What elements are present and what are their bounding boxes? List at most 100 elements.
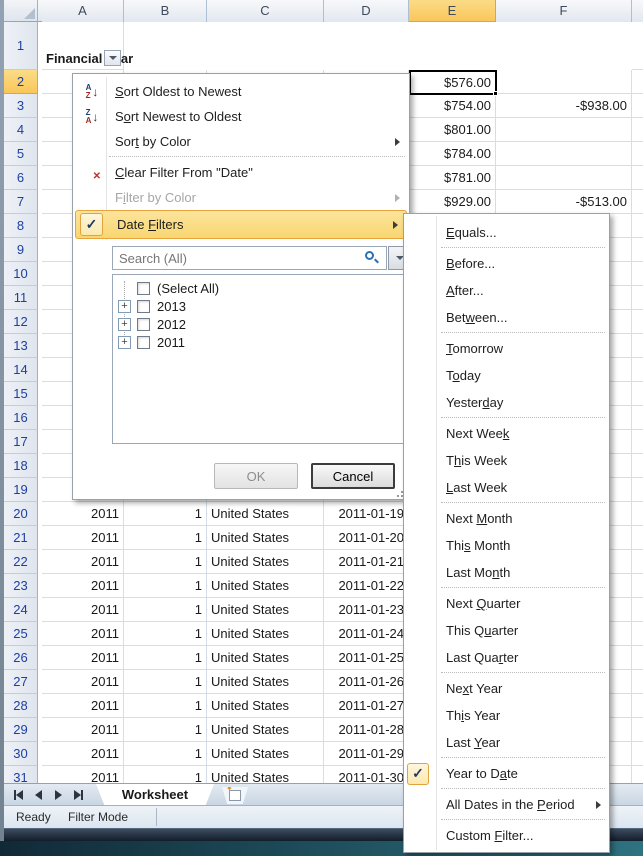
cell-B31[interactable]: 1 bbox=[124, 766, 207, 783]
submenu-item-yesterday[interactable]: Yesterday bbox=[404, 389, 609, 416]
row-header-21[interactable]: 21 bbox=[4, 526, 38, 550]
cell-G29[interactable] bbox=[632, 718, 643, 742]
submenu-item-last-month[interactable]: Last Month bbox=[404, 559, 609, 586]
filter-button-financial-year[interactable] bbox=[104, 50, 121, 66]
menu-item-clear-filter-from-date[interactable]: ✕ Clear Filter From "Date" bbox=[74, 160, 408, 185]
column-header-B[interactable]: B bbox=[124, 0, 207, 22]
submenu-item-this-month[interactable]: This Month bbox=[404, 532, 609, 559]
row-header-10[interactable]: 10 bbox=[4, 262, 38, 286]
checkbox-select-all[interactable] bbox=[137, 281, 150, 295]
row-header-4[interactable]: 4 bbox=[4, 118, 38, 142]
column-header-A[interactable]: A bbox=[42, 0, 124, 22]
row-header-3[interactable]: 3 bbox=[4, 94, 38, 118]
cell-D31[interactable]: 2011-01-30 bbox=[324, 766, 409, 783]
cell-A29[interactable]: 2011 bbox=[42, 718, 124, 742]
header-cell-financial-year[interactable]: Financial Year bbox=[42, 22, 133, 70]
row-header-12[interactable]: 12 bbox=[4, 310, 38, 334]
cell-B22[interactable]: 1 bbox=[124, 550, 207, 574]
cell-C28[interactable]: United States bbox=[207, 694, 324, 718]
cell-A21[interactable]: 2011 bbox=[42, 526, 124, 550]
cell-G4[interactable] bbox=[632, 118, 643, 142]
cell-C29[interactable]: United States bbox=[207, 718, 324, 742]
ok-button[interactable]: OK bbox=[214, 463, 298, 489]
submenu-item-next-year[interactable]: Next Year bbox=[404, 675, 609, 702]
submenu-item-next-week[interactable]: Next Week bbox=[404, 420, 609, 447]
cell-B25[interactable]: 1 bbox=[124, 622, 207, 646]
cell-G24[interactable] bbox=[632, 598, 643, 622]
cell-E7[interactable]: $929.00 bbox=[409, 190, 496, 214]
submenu-item-equals[interactable]: Equals... bbox=[404, 219, 609, 246]
cell-B30[interactable]: 1 bbox=[124, 742, 207, 766]
row-header-15[interactable]: 15 bbox=[4, 382, 38, 406]
cell-F6[interactable] bbox=[496, 166, 632, 190]
row-header-30[interactable]: 30 bbox=[4, 742, 38, 766]
row-header-13[interactable]: 13 bbox=[4, 334, 38, 358]
cell-G8[interactable] bbox=[632, 214, 643, 238]
expand-2012[interactable]: + bbox=[118, 317, 131, 331]
submenu-item-last-year[interactable]: Last Year bbox=[404, 729, 609, 756]
cell-F3[interactable]: -$938.00 bbox=[496, 94, 632, 118]
cell-C31[interactable]: United States bbox=[207, 766, 324, 783]
row-header-8[interactable]: 8 bbox=[4, 214, 38, 238]
cell-C23[interactable]: United States bbox=[207, 574, 324, 598]
cell-A23[interactable]: 2011 bbox=[42, 574, 124, 598]
cell-C25[interactable]: United States bbox=[207, 622, 324, 646]
row-header-29[interactable]: 29 bbox=[4, 718, 38, 742]
cell-B27[interactable]: 1 bbox=[124, 670, 207, 694]
cell-A22[interactable]: 2011 bbox=[42, 550, 124, 574]
select-all-corner[interactable] bbox=[4, 0, 38, 22]
submenu-item-next-month[interactable]: Next Month bbox=[404, 505, 609, 532]
cell-C24[interactable]: United States bbox=[207, 598, 324, 622]
submenu-item-year-to-date[interactable]: ✓ Year to Date bbox=[404, 760, 609, 787]
tab-nav-prev[interactable] bbox=[30, 787, 46, 803]
cell-G25[interactable] bbox=[632, 622, 643, 646]
cell-D20[interactable]: 2011-01-19 bbox=[324, 502, 409, 526]
row-header-26[interactable]: 26 bbox=[4, 646, 38, 670]
tree-item-select-all[interactable]: (Select All) bbox=[113, 279, 408, 297]
cell-G28[interactable] bbox=[632, 694, 643, 718]
row-header-22[interactable]: 22 bbox=[4, 550, 38, 574]
cancel-button[interactable]: Cancel bbox=[311, 463, 395, 489]
row-header-23[interactable]: 23 bbox=[4, 574, 38, 598]
row-header-9[interactable]: 9 bbox=[4, 238, 38, 262]
cell-A31[interactable]: 2011 bbox=[42, 766, 124, 783]
row-header-2[interactable]: 2 bbox=[4, 70, 38, 94]
menu-item-sort-oldest-to-newest[interactable]: A Z ↓ Sort Oldest to Newest bbox=[74, 79, 408, 104]
checkbox-2012[interactable] bbox=[137, 317, 150, 331]
expand-2013[interactable]: + bbox=[118, 299, 131, 313]
submenu-item-custom-filter[interactable]: Custom Filter... bbox=[404, 822, 609, 849]
column-header-E[interactable]: E bbox=[409, 0, 496, 22]
row-header-18[interactable]: 18 bbox=[4, 454, 38, 478]
row-header-17[interactable]: 17 bbox=[4, 430, 38, 454]
cell-B23[interactable]: 1 bbox=[124, 574, 207, 598]
cell-G10[interactable] bbox=[632, 262, 643, 286]
cell-D21[interactable]: 2011-01-20 bbox=[324, 526, 409, 550]
cell-G11[interactable] bbox=[632, 286, 643, 310]
cell-B24[interactable]: 1 bbox=[124, 598, 207, 622]
menu-item-date-filters[interactable]: ✓ Date Filters bbox=[75, 210, 407, 239]
tree-item-2011[interactable]: +2011 bbox=[113, 333, 408, 351]
cell-E3[interactable]: $754.00 bbox=[409, 94, 496, 118]
cell-C27[interactable]: United States bbox=[207, 670, 324, 694]
cell-D29[interactable]: 2011-01-28 bbox=[324, 718, 409, 742]
cell-G18[interactable] bbox=[632, 454, 643, 478]
cell-A30[interactable]: 2011 bbox=[42, 742, 124, 766]
cell-B28[interactable]: 1 bbox=[124, 694, 207, 718]
menu-item-sort-by-color[interactable]: Sort by Color bbox=[74, 129, 408, 154]
cell-D25[interactable]: 2011-01-24 bbox=[324, 622, 409, 646]
cell-G6[interactable] bbox=[632, 166, 643, 190]
cell-D30[interactable]: 2011-01-29 bbox=[324, 742, 409, 766]
active-cell[interactable]: $576.00 bbox=[409, 70, 498, 96]
cell-C26[interactable]: United States bbox=[207, 646, 324, 670]
cell-G30[interactable] bbox=[632, 742, 643, 766]
cell-D27[interactable]: 2011-01-26 bbox=[324, 670, 409, 694]
cell-C21[interactable]: United States bbox=[207, 526, 324, 550]
cell-G27[interactable] bbox=[632, 670, 643, 694]
submenu-item-last-week[interactable]: Last Week bbox=[404, 474, 609, 501]
cell-E6[interactable]: $781.00 bbox=[409, 166, 496, 190]
menu-item-sort-newest-to-oldest[interactable]: Z A ↓ Sort Newest to Oldest bbox=[74, 104, 408, 129]
submenu-item-today[interactable]: Today bbox=[404, 362, 609, 389]
cell-A27[interactable]: 2011 bbox=[42, 670, 124, 694]
submenu-item-after[interactable]: After... bbox=[404, 277, 609, 304]
row-header-25[interactable]: 25 bbox=[4, 622, 38, 646]
